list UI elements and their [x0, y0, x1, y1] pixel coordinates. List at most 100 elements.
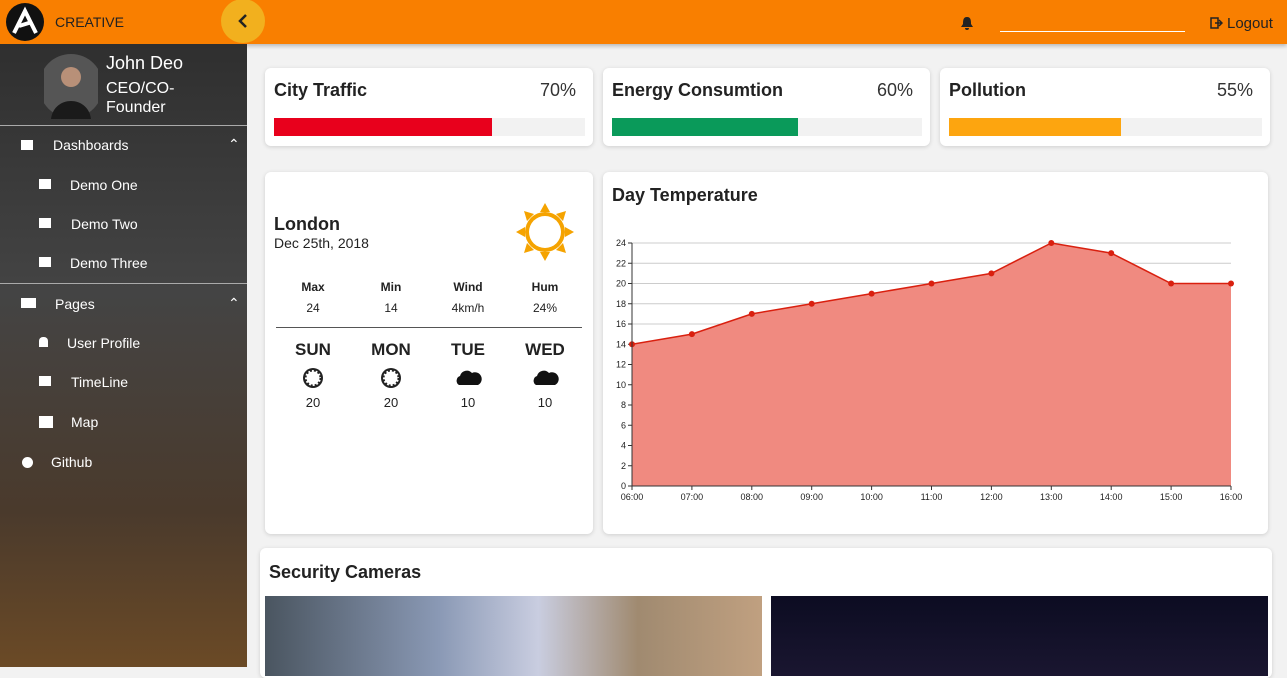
logout-link[interactable]: Logout — [1227, 15, 1273, 32]
point — [1048, 240, 1055, 246]
camera-feed[interactable] — [265, 596, 762, 676]
stat-label: City Traffic — [274, 80, 368, 100]
sun-small-icon — [303, 368, 323, 388]
y-tick-label: 20 — [616, 279, 626, 289]
menu-item[interactable]: Demo Two — [71, 216, 138, 232]
search-input[interactable] — [1000, 31, 1185, 32]
stat-percent: 70% — [539, 80, 576, 100]
forecast-day: MON — [371, 340, 411, 359]
forecast-day: SUN — [295, 340, 331, 359]
point — [1168, 280, 1175, 287]
menu-item[interactable]: User Profile — [67, 335, 141, 351]
menu-item[interactable]: TimeLine — [71, 374, 129, 390]
cameras-title: Security Cameras — [269, 562, 422, 582]
menu-item[interactable]: Dashboards — [53, 137, 129, 153]
logo — [6, 3, 44, 41]
detail-value: 24% — [532, 301, 558, 315]
x-tick-label: 11:00 — [921, 492, 943, 502]
x-tick-label: 16:00 — [1220, 492, 1243, 502]
detail-value: 14 — [384, 301, 398, 315]
menu-item[interactable]: Map — [71, 414, 99, 430]
progress-track — [949, 118, 1262, 136]
menu-item[interactable]: Demo Three — [70, 255, 148, 271]
x-tick-label: 14:00 — [1100, 492, 1123, 502]
forecast-temp: 10 — [460, 395, 476, 410]
bell-icon[interactable] — [960, 16, 974, 31]
detail-label: Wind — [453, 280, 483, 294]
progress-track — [612, 118, 922, 136]
point — [748, 310, 755, 317]
forecast-day: WED — [525, 340, 565, 359]
y-tick-label: 18 — [616, 299, 626, 309]
icon — [39, 257, 51, 267]
y-tick-label: 24 — [616, 238, 626, 248]
x-tick-label: 09:00 — [800, 492, 823, 502]
point — [868, 290, 875, 297]
icon — [39, 337, 48, 347]
point — [1108, 250, 1115, 257]
detail-value: 24 — [306, 301, 320, 315]
y-tick-label: 4 — [621, 441, 626, 451]
cameras-card: Security Cameras — [260, 548, 1272, 678]
collapse-button[interactable] — [220, 0, 268, 45]
y-tick-label: 16 — [616, 319, 626, 329]
date: Dec 25th, 2018 — [274, 235, 369, 251]
y-tick-label: 6 — [621, 420, 626, 430]
chevron: ⌃ — [228, 295, 240, 311]
progress-bar — [274, 118, 492, 136]
y-tick-label: 0 — [621, 481, 626, 491]
sidebar: John Deo CEO/CO-Founder Dashboards ⌃ Dem… — [0, 44, 247, 667]
point — [1228, 280, 1234, 287]
menu-item[interactable]: Github — [51, 454, 93, 470]
y-tick-label: 14 — [616, 339, 626, 349]
icon — [39, 376, 51, 386]
y-tick-label: 8 — [621, 400, 626, 410]
chart-title: Day Temperature — [612, 185, 758, 205]
progress-bar — [949, 118, 1122, 136]
x-tick-label: 12:00 — [980, 492, 1003, 502]
y-tick-label: 22 — [616, 258, 626, 268]
cloud-icon — [533, 370, 559, 385]
menu-item[interactable]: Pages — [55, 296, 95, 312]
sun-small-icon — [381, 368, 401, 388]
x-tick-label: 08:00 — [741, 492, 764, 502]
stat-card: Energy Consumtion 60% — [603, 68, 930, 146]
stat-card: Pollution 55% — [940, 68, 1270, 146]
icon — [21, 298, 36, 308]
menu-item[interactable]: Demo One — [70, 177, 138, 193]
brand: CREATIVE — [55, 14, 124, 30]
user-name: John Deo — [106, 53, 184, 73]
stat-label: Energy Consumtion — [612, 80, 784, 100]
forecast-temp: 20 — [383, 395, 399, 410]
forecast-temp: 10 — [537, 395, 553, 410]
progress-bar — [612, 118, 798, 136]
y-tick-label: 2 — [621, 461, 626, 471]
forecast-temp: 20 — [305, 395, 321, 410]
stat-percent: 60% — [876, 80, 913, 100]
grid-icon — [21, 140, 33, 150]
point — [688, 331, 695, 338]
forecast-day: TUE — [451, 340, 485, 359]
detail-value: 4km/h — [451, 301, 485, 315]
point — [808, 300, 815, 307]
y-tick-label: 12 — [616, 360, 626, 370]
top-bar: CREATIVE Logout — [0, 0, 1287, 44]
avatar — [44, 54, 98, 119]
x-tick-label: 10:00 — [860, 492, 883, 502]
chevron: ⌃ — [228, 136, 240, 152]
weather-card: London Dec 25th, 2018 Max Min Wind Hum 2… — [265, 172, 593, 534]
point — [928, 280, 935, 287]
detail-label: Max — [301, 280, 325, 294]
camera-feed[interactable] — [771, 596, 1268, 676]
stat-percent: 55% — [1216, 80, 1253, 100]
chart-card: Day Temperature 0 2 4 6 8 10 12 14 16 18 20 22 24 06:… — [603, 172, 1268, 534]
area — [632, 243, 1231, 486]
sun-icon — [516, 203, 574, 261]
x-tick-label: 07:00 — [681, 492, 704, 502]
city: London — [274, 214, 340, 234]
detail-label: Min — [380, 280, 402, 294]
stat-label: Pollution — [949, 80, 1026, 100]
x-tick-label: 13:00 — [1040, 492, 1063, 502]
progress-track — [274, 118, 585, 136]
point — [988, 270, 995, 277]
